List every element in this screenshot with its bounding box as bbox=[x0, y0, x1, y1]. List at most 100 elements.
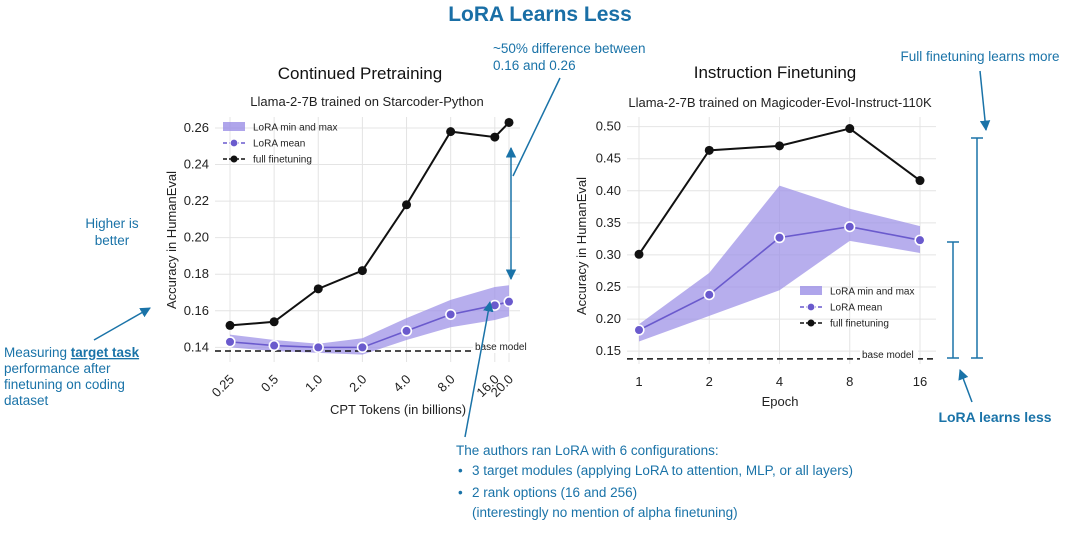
annotation-higher-is-better: Higher is better bbox=[85, 216, 139, 248]
lora-mean-point bbox=[224, 336, 236, 348]
chart-subtitle: Llama-2-7B trained on Magicoder-Evol-Ins… bbox=[628, 95, 932, 110]
lora-mean-point bbox=[703, 289, 715, 301]
y-tick-label: 0.25 bbox=[596, 279, 621, 294]
full-finetuning-point bbox=[446, 127, 456, 137]
x-tick-label: 4.0 bbox=[390, 372, 413, 395]
full-finetuning-series bbox=[225, 117, 514, 330]
lora-mean-point bbox=[400, 325, 413, 337]
chart-subtitle: Llama-2-7B trained on Starcoder-Python bbox=[250, 94, 483, 109]
bullet-2: 2 rank options (16 and 256) bbox=[472, 485, 637, 500]
y-tick-label: 0.45 bbox=[596, 151, 621, 166]
x-tick-label: 2.0 bbox=[346, 372, 369, 395]
measuring-line2: performance after bbox=[4, 361, 111, 376]
lora-mean-point bbox=[445, 308, 457, 321]
y-tick-label: 0.24 bbox=[184, 157, 209, 172]
lora-less-arrow bbox=[958, 369, 973, 403]
measuring-line3: finetuning on coding bbox=[4, 377, 125, 392]
x-axis-label: Epoch bbox=[762, 394, 799, 409]
lora-mean-point bbox=[312, 341, 324, 353]
legend: LoRA min and max LoRA mean full finetuning bbox=[800, 286, 915, 330]
y-tick-label: 0.30 bbox=[596, 247, 621, 262]
y-tick-label: 0.20 bbox=[596, 311, 621, 326]
y-tick-label: 0.50 bbox=[596, 119, 621, 134]
full-finetuning-point bbox=[490, 132, 500, 142]
lora-min-max-band bbox=[230, 285, 509, 355]
lora-mean-point bbox=[914, 234, 926, 246]
chart-continued-pretraining: Continued Pretraining Llama-2-7B trained… bbox=[164, 64, 531, 417]
base-model: base model bbox=[627, 349, 936, 361]
x-tick-label: 0.5 bbox=[258, 372, 281, 395]
legend-swatch-marker bbox=[229, 138, 239, 148]
full-finetuning-point bbox=[402, 200, 412, 210]
annotation-lora-less: LoRA learns less bbox=[938, 241, 1052, 425]
legend: LoRA min and max LoRA mean full finetuning bbox=[223, 122, 338, 166]
full-finetuning-point bbox=[357, 266, 367, 276]
y-tick-label: 0.20 bbox=[184, 230, 209, 245]
higher-line2: better bbox=[95, 233, 130, 248]
y-tick-labels: 0.14 0.16 0.18 0.20 0.22 0.24 0.26 bbox=[184, 120, 209, 354]
measuring-line4: dataset bbox=[4, 393, 49, 408]
full-finetuning-point bbox=[269, 317, 279, 327]
annotation-measuring: Measuring target task performance after … bbox=[4, 307, 151, 408]
annotation-authors: The authors ran LoRA with 6 configuratio… bbox=[456, 300, 853, 520]
full-finetuning-point bbox=[504, 117, 514, 127]
full-finetuning-point bbox=[225, 320, 235, 330]
main-title: LoRA Learns Less bbox=[448, 3, 632, 26]
x-tick-label: 16 bbox=[913, 374, 927, 389]
y-tick-label: 0.16 bbox=[184, 303, 209, 318]
full-finetuning-point bbox=[313, 284, 323, 294]
x-tick-labels: 0.25 0.5 1.0 2.0 4.0 8.0 16.020.0 bbox=[209, 372, 517, 401]
y-tick-label: 0.35 bbox=[596, 215, 621, 230]
chart-instruction-finetuning: Instruction Finetuning Llama-2-7B traine… bbox=[574, 63, 936, 409]
base-model-label: base model bbox=[475, 342, 527, 353]
lora-mean-point bbox=[773, 232, 786, 244]
base-model-label-bg bbox=[473, 342, 531, 354]
full-ft-arrow bbox=[979, 70, 991, 132]
y-tick-label: 0.40 bbox=[596, 183, 621, 198]
authors-arrow bbox=[464, 300, 494, 438]
legend-label: LoRA mean bbox=[253, 139, 305, 150]
chart-title: Continued Pretraining bbox=[278, 64, 442, 83]
x-tick-label: 1.0 bbox=[302, 372, 325, 395]
lora-mean-point bbox=[633, 324, 645, 336]
legend-swatch-band bbox=[223, 122, 245, 131]
base-model-label: base model bbox=[862, 350, 914, 361]
legend-label: LoRA mean bbox=[830, 303, 882, 314]
full-finetuning-point bbox=[775, 141, 784, 151]
base-model: base model bbox=[215, 342, 531, 354]
lora-mean-point bbox=[268, 339, 280, 352]
full-finetuning-line bbox=[229, 121, 510, 327]
x-tick-label: 4 bbox=[776, 374, 783, 389]
legend-label: LoRA min and max bbox=[253, 123, 338, 134]
bullet-1: 3 target modules (applying LoRA to atten… bbox=[472, 463, 853, 478]
full-finetuning-point bbox=[915, 176, 925, 186]
bullet-2-note: (interestingly no mention of alpha finet… bbox=[472, 505, 738, 520]
annotation-full-ft-more: Full finetuning learns more bbox=[900, 49, 1060, 359]
lora-band bbox=[230, 285, 509, 355]
lora-mean-point bbox=[356, 341, 368, 353]
annotation-difference: ~50% difference between 0.16 and 0.26 bbox=[493, 41, 646, 281]
measuring-line1: Measuring target task bbox=[4, 345, 140, 360]
lora-learns-less: LoRA learns less bbox=[938, 409, 1051, 425]
x-tick-label: 1 bbox=[635, 374, 642, 389]
legend-swatch-marker bbox=[230, 155, 238, 163]
y-tick-label: 0.15 bbox=[596, 343, 621, 358]
full-finetuning-point bbox=[845, 124, 855, 134]
y-tick-label: 0.22 bbox=[184, 193, 209, 208]
difference-line1: ~50% difference between bbox=[493, 41, 646, 56]
full-finetuning-point bbox=[634, 249, 644, 259]
x-tick-labels: 1 2 4 8 16 bbox=[635, 374, 927, 389]
lora-mean-series bbox=[633, 221, 926, 336]
legend-swatch-marker bbox=[806, 302, 816, 312]
legend-swatch-band bbox=[800, 286, 822, 295]
measuring-arrow bbox=[93, 307, 151, 341]
x-tick-label: 8 bbox=[846, 374, 853, 389]
bullet-glyph: • bbox=[458, 485, 463, 500]
higher-line1: Higher is bbox=[85, 216, 139, 231]
lora-mean-point bbox=[489, 299, 501, 311]
full-finetuning-point bbox=[704, 145, 714, 155]
difference-pointer bbox=[512, 77, 561, 177]
y-tick-label: 0.14 bbox=[184, 339, 209, 354]
bullet-glyph: • bbox=[458, 463, 463, 478]
